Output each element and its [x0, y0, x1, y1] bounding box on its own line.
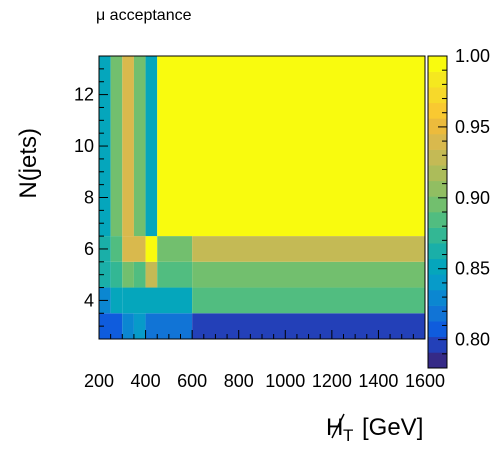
palette-swatch [428, 321, 447, 338]
z-tick-label: 0.80 [455, 330, 490, 350]
heatmap-cell [133, 56, 146, 237]
heatmap-cell [145, 261, 158, 288]
palette-swatch [428, 305, 447, 322]
x-tick-label: 800 [224, 371, 254, 391]
heatmap-cell [157, 261, 193, 288]
x-axis-label-main: H [326, 414, 343, 441]
palette-swatch [428, 102, 447, 119]
heatmap-cell [110, 56, 123, 237]
palette-swatch [428, 165, 447, 182]
heatmap-cell [157, 236, 193, 262]
x-tick-label: 400 [131, 371, 161, 391]
heatmap-cells [99, 56, 425, 339]
y-tick-label: 8 [84, 188, 94, 208]
heatmap-cell [133, 313, 146, 339]
heatmap-cell [110, 287, 123, 314]
heatmap-cell [110, 236, 123, 262]
z-tick-label: 0.85 [455, 259, 490, 279]
x-axis-label-unit: [GeV] [362, 414, 423, 441]
palette-swatch [428, 56, 447, 72]
palette-swatch [428, 149, 447, 166]
x-tick-label: 1200 [312, 371, 352, 391]
z-tick-label: 0.90 [455, 188, 490, 208]
z-tick-label: 1.00 [455, 46, 490, 66]
palette-swatch [428, 243, 447, 260]
y-axis: 4 6 8 10 12 [74, 55, 108, 327]
palette-swatch [428, 336, 447, 353]
x-tick-label: 1000 [265, 371, 305, 391]
heatmap-cell [122, 236, 146, 262]
y-tick-label: 6 [84, 239, 94, 259]
x-tick-label: 600 [177, 371, 207, 391]
palette-swatch [428, 212, 447, 228]
y-tick-label: 4 [84, 290, 94, 310]
palette-swatch [428, 227, 447, 244]
x-axis-label-slash [331, 413, 345, 439]
x-axis: 200 400 600 800 1000 1200 1400 1600 [84, 330, 445, 391]
palette-swatch [428, 71, 447, 88]
chart-title: μ acceptance [96, 7, 192, 24]
palette-swatch [428, 196, 447, 213]
heatmap-cell [133, 261, 146, 288]
x-axis-label: H T [GeV] [326, 413, 423, 445]
y-axis-label: N(jets) [15, 128, 42, 199]
heatmap-cell [145, 56, 158, 237]
color-palette [427, 55, 448, 369]
heatmap-cell [122, 287, 193, 314]
heatmap-cell [192, 236, 425, 262]
z-axis: 0.80 0.85 0.90 0.95 1.00 [438, 46, 490, 369]
x-tick-label: 1600 [405, 371, 445, 391]
palette-swatch [428, 87, 447, 104]
palette-swatch [428, 118, 447, 135]
x-tick-label: 1400 [358, 371, 398, 391]
y-tick-label: 12 [74, 85, 94, 105]
x-axis-label-sub: T [343, 426, 353, 445]
heatmap-cell [122, 313, 134, 339]
palette-swatch [428, 274, 447, 291]
heatmap-cell [122, 56, 134, 237]
heatmap-cell [110, 261, 123, 288]
heatmap-cell [192, 261, 425, 288]
palette-swatch [428, 258, 447, 275]
heatmap-cell [99, 261, 111, 288]
palette-swatch [428, 180, 447, 197]
heatmap-cell [122, 261, 134, 288]
heatmap-cell [157, 56, 425, 237]
palette-swatch [428, 352, 447, 369]
z-tick-label: 0.95 [455, 117, 490, 137]
palette-swatch [428, 290, 447, 306]
x-tick-label: 200 [84, 371, 114, 391]
heatmap-cell [192, 287, 425, 314]
heatmap-cell [145, 236, 158, 262]
y-tick-label: 10 [74, 136, 94, 156]
heatmap-cell [99, 313, 123, 339]
palette-swatch [428, 134, 447, 150]
